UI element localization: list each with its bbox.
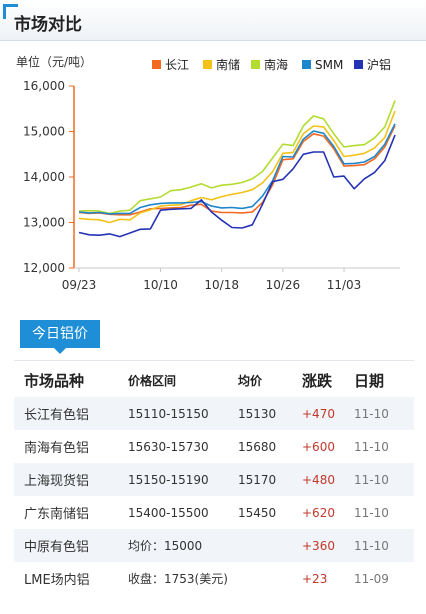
cell-range: 15400-15500 — [128, 505, 209, 520]
table-row: 广东南储铝 15400-15500 15450 +620 11-10 — [14, 496, 414, 529]
y-unit-label: 单位（元/吨） — [16, 54, 92, 69]
cell-date: 11-10 — [354, 397, 414, 430]
cell-range: 15630-15730 — [128, 439, 209, 454]
cell-change: +480 — [302, 463, 354, 496]
cell-market: 中原有色铝 — [14, 529, 128, 562]
legend-swatch — [354, 60, 363, 69]
cell-market: 广东南储铝 — [24, 507, 90, 522]
table-row: LME场内铝 收盘：1753(美元) +23 11-09 — [14, 562, 414, 595]
table-row: 上海现货铝 15150-15190 15170 +480 11-10 — [14, 463, 414, 496]
x-tick-label: 10/18 — [204, 278, 239, 292]
y-tick-label: 15,000 — [23, 125, 65, 139]
legend-label: 南储 — [216, 57, 240, 72]
table-row: 南海有色铝 15630-15730 15680 +600 11-10 — [14, 430, 414, 463]
col-header-avg: 均价 — [238, 374, 263, 388]
cell-market: 长江有色铝 — [14, 397, 128, 430]
cell-date: 11-10 — [354, 505, 389, 520]
cell-range: 15150-15190 — [128, 463, 238, 496]
table-row: 中原有色铝 均价：15000 +360 11-10 — [14, 529, 414, 562]
y-tick-label: 13,000 — [23, 216, 65, 230]
legend-item: SMM — [302, 58, 343, 72]
x-tick-label: 10/26 — [266, 278, 301, 292]
cell-avg: 15680 — [238, 439, 277, 454]
cell-date: 11-10 — [354, 529, 414, 562]
cell-avg: 15130 — [238, 397, 302, 430]
cell-range: 收盘：1753(美元) — [128, 572, 228, 586]
cell-date: 11-10 — [354, 463, 414, 496]
price-comparison-chart: 单位（元/吨） 长江 南储 南海 SMM 沪铝 16,000 15,000 14,000 13… — [16, 54, 400, 292]
x-tick-label: 09/23 — [62, 278, 97, 292]
cell-change: +360 — [302, 529, 354, 562]
series-line-SMM — [78, 123, 396, 215]
y-tick-label: 16,000 — [23, 79, 65, 93]
table-row: 长江有色铝 15110-15150 15130 +470 11-10 — [14, 397, 414, 430]
legend-swatch — [302, 60, 311, 69]
cell-range: 15110-15150 — [128, 397, 238, 430]
chart-axes: 16,000 15,000 14,000 13,000 12,000 09/23 10/10… — [23, 79, 400, 292]
x-tick-label: 10/10 — [143, 278, 178, 292]
legend-swatch — [203, 60, 212, 69]
series-line-南海 — [78, 100, 396, 215]
tab-today-aluminum-price[interactable]: 今日铝价 — [20, 320, 100, 354]
tab-divider — [14, 360, 414, 361]
cell-range: 均价：15000 — [128, 529, 238, 562]
legend-label: 长江 — [165, 58, 189, 72]
chart-legend: 长江 南储 南海 SMM 沪铝 — [152, 57, 391, 72]
cell-change: +600 — [302, 439, 335, 454]
cell-change: +620 — [302, 505, 335, 520]
legend-item: 长江 — [152, 58, 189, 72]
series-line-沪铝 — [78, 134, 396, 238]
y-tick-label: 14,000 — [23, 170, 65, 184]
cell-avg: 15450 — [238, 505, 277, 520]
cell-avg — [238, 529, 302, 562]
legend-item: 南储 — [203, 57, 240, 72]
legend-label: 沪铝 — [367, 57, 391, 72]
cell-market: LME场内铝 — [24, 573, 90, 588]
page-title: 市场对比 — [14, 15, 82, 35]
col-header-market: 市场品种 — [24, 372, 85, 390]
page-header: 市场对比 — [0, 0, 426, 41]
cell-date: 11-10 — [354, 439, 389, 454]
col-header-change: 涨跌 — [302, 372, 333, 390]
header-corner-accent — [3, 4, 18, 19]
cell-date: 11-09 — [354, 571, 389, 586]
cell-market: 南海有色铝 — [24, 441, 90, 456]
col-header-range: 价格区间 — [128, 374, 177, 388]
x-tick-label: 11/03 — [327, 278, 362, 292]
legend-swatch — [152, 60, 161, 69]
legend-label: 南海 — [264, 57, 288, 72]
series-line-长江 — [78, 125, 396, 216]
table-header-row: 市场品种 价格区间 均价 涨跌 日期 — [14, 364, 414, 397]
price-table: 市场品种 价格区间 均价 涨跌 日期 长江有色铝 15110-15150 151… — [14, 364, 414, 595]
cell-avg — [238, 562, 302, 595]
cell-market: 上海现货铝 — [14, 463, 128, 496]
legend-item: 南海 — [251, 57, 288, 72]
chart-series — [78, 100, 396, 238]
y-tick-label: 12,000 — [23, 261, 65, 275]
col-header-date: 日期 — [354, 372, 385, 390]
legend-item: 沪铝 — [354, 57, 391, 72]
cell-change: +470 — [302, 397, 354, 430]
cell-change: +23 — [302, 571, 328, 586]
legend-swatch — [251, 60, 260, 69]
series-line-南储 — [78, 110, 396, 224]
cell-avg: 15170 — [238, 463, 302, 496]
legend-label: SMM — [315, 58, 343, 72]
